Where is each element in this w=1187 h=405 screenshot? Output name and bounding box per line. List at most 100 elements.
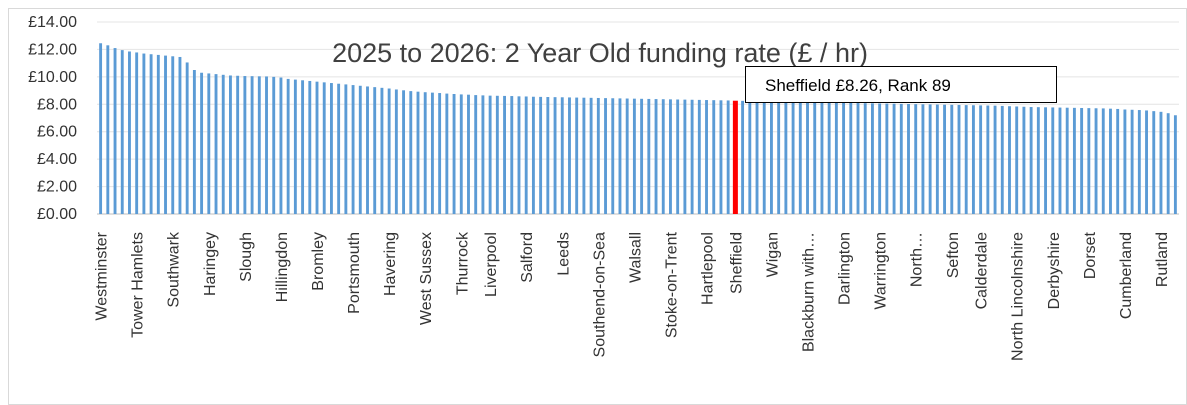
bar: [1000, 105, 1004, 214]
bar-highlight: [732, 100, 738, 214]
x-tick-label: Havering: [382, 232, 399, 296]
y-tick-label: £10.00: [28, 69, 77, 86]
bar: [1036, 107, 1040, 214]
x-tick-label: Dorset: [1082, 231, 1099, 279]
bar: [164, 55, 167, 214]
x-tick-label: Stoke-on-Trent: [663, 231, 680, 338]
bar: [1130, 109, 1134, 214]
bar: [705, 100, 708, 214]
bar: [128, 51, 131, 214]
bar: [683, 99, 687, 214]
x-tick-label: Leeds: [555, 232, 572, 276]
bar: [856, 103, 860, 214]
bar: [899, 103, 903, 214]
bar: [351, 85, 355, 214]
y-tick-label: £0.00: [37, 206, 77, 223]
x-tick-label: Hillingdon: [274, 232, 291, 302]
bar: [214, 74, 218, 214]
bar: [394, 89, 398, 214]
x-tick-label: Calderdale: [974, 232, 991, 309]
y-tick-label: £6.00: [37, 124, 77, 141]
bar: [495, 95, 499, 214]
bar: [748, 100, 752, 214]
bar: [640, 98, 644, 214]
bar: [568, 97, 571, 214]
bar: [770, 101, 773, 214]
bar: [322, 82, 326, 214]
bar: [834, 102, 838, 214]
bar: [625, 98, 629, 214]
x-tick-label: Southwark: [166, 231, 183, 308]
bar: [719, 100, 723, 214]
bar: [589, 97, 593, 214]
bar: [409, 91, 413, 214]
bar: [539, 96, 543, 214]
bar: [402, 90, 406, 214]
bar: [993, 105, 997, 214]
bar: [387, 88, 391, 214]
x-tick-label: Blackburn with…: [801, 232, 818, 352]
x-tick-label: Salford: [519, 232, 536, 283]
bar: [1022, 106, 1026, 214]
bar: [531, 96, 535, 214]
bar: [149, 54, 153, 214]
bar: [1137, 110, 1141, 214]
bar: [1173, 115, 1177, 214]
bar: [806, 102, 809, 214]
x-tick-label: Sefton: [945, 232, 962, 278]
bar: [870, 103, 874, 214]
x-tick-label: Thurrock: [454, 231, 471, 295]
bar: [762, 101, 766, 214]
bar: [438, 93, 442, 214]
bar: [467, 94, 470, 214]
y-axis-tick-labels: £0.00 £2.00 £4.00 £6.00 £8.00 £10.00 £12.00 £14…: [28, 14, 77, 223]
x-tick-label: North…: [909, 232, 926, 287]
bar: [272, 76, 276, 214]
bar: [524, 96, 528, 214]
x-tick-label: Southend-on-Sea: [591, 232, 608, 358]
bar: [265, 76, 268, 215]
bar: [1094, 108, 1098, 214]
bar: [907, 104, 910, 214]
x-tick-label: Westminster: [94, 231, 111, 320]
bar: [546, 97, 550, 214]
bar: [726, 100, 730, 214]
bar: [380, 87, 384, 214]
bar: [301, 80, 305, 215]
bar: [791, 101, 795, 214]
bar: [229, 75, 232, 214]
x-tick-label: Cumberland: [1118, 232, 1135, 319]
bar: [279, 77, 283, 215]
bar: [503, 95, 506, 214]
bar: [654, 99, 658, 214]
bar: [914, 104, 918, 214]
bar: [135, 52, 139, 215]
bar: [178, 56, 182, 214]
bar: [200, 72, 204, 214]
bar: [293, 79, 297, 214]
sheffield-callout: Sheffield £8.26, Rank 89: [745, 66, 1057, 103]
bar: [1015, 106, 1019, 214]
bar: [755, 101, 759, 214]
bar: [697, 99, 701, 214]
bar: [1065, 107, 1069, 214]
x-tick-label: Portsmouth: [346, 232, 363, 314]
bar: [863, 103, 867, 214]
x-axis-tick-labels: Westminster Tower Hamlets Southwark Haringe…: [94, 231, 1171, 361]
bar: [798, 101, 802, 214]
x-tick-label: Tower Hamlets: [130, 232, 147, 338]
x-tick-label: Warrington: [873, 232, 890, 310]
bar: [618, 98, 622, 214]
bar: [171, 56, 175, 215]
bar: [964, 105, 968, 214]
bar: [308, 80, 312, 214]
bar: [647, 98, 651, 214]
x-tick-label: Darlington: [837, 232, 854, 305]
callout-text: Sheffield £8.26, Rank 89: [765, 76, 951, 95]
bar: [596, 97, 600, 214]
bar: [1080, 107, 1084, 214]
bar: [979, 105, 983, 214]
y-tick-label: £4.00: [37, 151, 77, 168]
bar: [481, 95, 485, 214]
